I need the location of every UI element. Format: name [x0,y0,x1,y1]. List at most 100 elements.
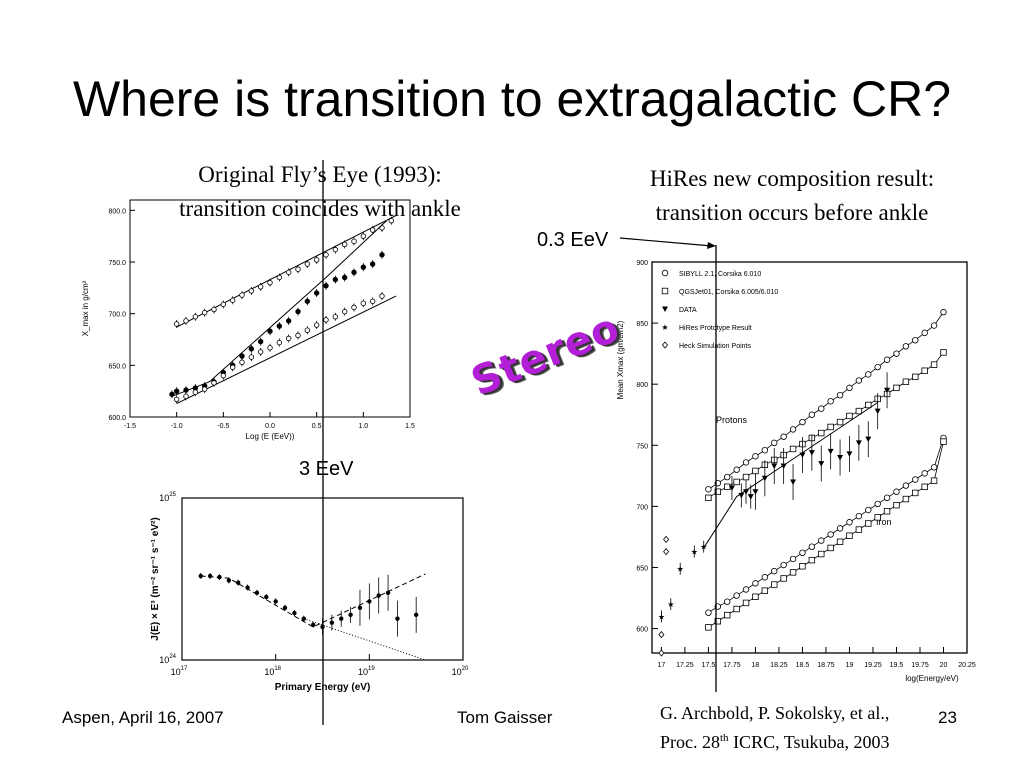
marker-triangle [837,455,844,461]
y-tick-exp: 24 [169,654,176,660]
marker-square [752,467,759,475]
data-point [173,321,180,327]
marker-circle [752,453,759,460]
data-point [257,284,264,290]
slide-title: Where is transition to extragalactic CR? [72,71,952,127]
data-point [245,585,250,590]
marker-square [893,384,900,392]
data-point [226,578,232,583]
y-axis-label: J(E) × E³ (m⁻² sr⁻¹ s⁻¹ eV²) [150,517,161,640]
data-point [313,257,320,263]
x-tick-label: 1018 [264,666,281,677]
marker-square [808,556,816,564]
data-point [360,233,367,239]
y-tick-label: 1025 [159,492,176,503]
data-point [173,396,180,403]
data-point [276,274,283,281]
marker-circle [799,418,806,426]
x-tick-label: 17.25 [676,662,694,669]
fit-line [171,220,388,397]
data-point [379,293,385,299]
marker-square [818,429,825,437]
data-point [267,328,273,334]
marker-triangle [747,494,754,500]
marker-square [912,373,919,381]
data-point [220,372,227,379]
marker-circle [893,488,900,495]
marker-circle [921,329,928,337]
arrow-head-03eev [707,242,716,249]
marker-square [827,544,834,552]
data-point [198,573,203,579]
marker-square [902,378,910,385]
y-tick-label: 650.0 [108,363,126,370]
x-tick-label: -1.5 [124,423,136,430]
marker-square [865,520,872,527]
marker-square [789,445,797,453]
marker-circle [761,574,769,581]
data-point [295,308,301,315]
x-tick-label: 17.5 [702,662,716,669]
footer-left: Aspen, April 16, 2007 [62,708,224,727]
data-point [264,594,269,600]
marker-square [874,514,881,521]
marker-circle [818,537,825,544]
x-tick-label: 1020 [452,666,469,677]
marker-square [771,581,778,588]
marker-star: ★ [661,323,668,332]
y-tick-label: 1024 [159,654,176,665]
legend-entry: SIBYLL 2.1, Corsika 6.010 [661,269,761,278]
data-point [341,274,348,281]
marker-star: ★ [677,565,684,574]
legend-entry: DATA [662,306,697,314]
marker-square [733,478,740,486]
x-tick-exp: 17 [181,666,188,672]
marker-circle [742,586,750,593]
legend-label: SIBYLL 2.1, Corsika 6.010 [679,271,761,278]
label-3eev: 3 EeV [299,458,354,480]
reference-line-1: G. Archbold, P. Sokolsky, et al., [660,703,890,723]
data-point [369,261,376,267]
marker-square [742,599,750,607]
marker-square [661,287,669,295]
x-tick-exp: 18 [274,666,281,672]
legend-label: Heck Simulation Points [679,343,751,350]
marker-circle [808,543,816,550]
marker-diamond [663,547,670,556]
marker-square [799,563,806,570]
y-tick-label: 700 [636,504,648,511]
x-tick-label: 19.25 [864,662,882,669]
marker-square [912,489,919,497]
plot-frame [651,261,968,654]
marker-square [836,418,844,426]
data-point [229,297,236,303]
data-point [341,241,348,248]
marker-triangle [780,463,787,470]
x-tick-label: 1017 [171,666,188,677]
marker-circle [761,446,769,454]
marker-diamond [663,535,670,543]
data-point [169,391,175,397]
data-point [236,580,241,585]
data-point [367,599,372,604]
marker-square [836,538,844,546]
y-axis-label: Mean Xmax (gm/cm2) [616,320,625,399]
x-tick-label: 20.25 [958,662,976,669]
data-point [301,616,306,621]
marker-triangle [818,461,825,467]
y-tick-label: 600.0 [108,415,126,422]
data-point [220,301,227,308]
reference: G. Archbold, P. Sokolsky, et al., Proc. … [660,701,889,755]
marker-diamond [661,341,669,349]
marker-triangle [738,492,745,499]
marker-circle [912,476,919,483]
y-tick-label: 600 [636,627,648,634]
reference-line-2: Proc. 28th ICRC, Tsukuba, 2003 [660,726,889,755]
marker-square [724,483,731,491]
x-tick-label: 1.5 [405,423,415,430]
data-point [273,599,278,604]
marker-circle [827,531,834,538]
x-axis-label: Log (E (EeV)) [246,432,295,441]
marker-square [940,349,947,356]
